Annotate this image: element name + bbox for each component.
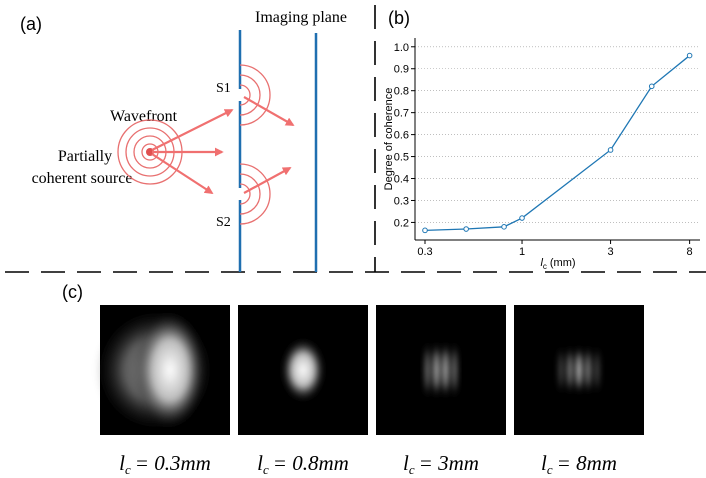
image-label: lc = 3mm [403, 451, 479, 477]
fringes [95, 308, 215, 432]
fringe [281, 338, 325, 402]
point [501, 224, 507, 230]
label-symbol: l [541, 451, 547, 475]
arrow [151, 109, 234, 151]
fringe [593, 344, 601, 396]
x-tick-label: 0.3 [417, 246, 432, 258]
y-tick-label: 0.6 [394, 130, 409, 142]
point [519, 215, 525, 221]
x-label-subscript: c [543, 262, 547, 271]
y-tick-label: 0.9 [394, 64, 409, 76]
y-tick-label: 0.3 [394, 195, 409, 207]
arrow [243, 96, 295, 126]
label-text: = 0.3mm [135, 451, 211, 475]
fringe-image [95, 305, 230, 435]
panel-label: (c) [62, 282, 83, 302]
fringes [281, 338, 325, 402]
slit-label: S1 [216, 81, 231, 96]
fringe [566, 344, 574, 396]
source-label: Partially [58, 148, 112, 165]
label-subscript: c [409, 462, 415, 477]
image-background [376, 305, 506, 435]
point [648, 83, 655, 90]
fringe-image [514, 305, 644, 435]
fringe [584, 344, 592, 396]
fringe [432, 340, 441, 400]
imaging-plane-label: Imaging plane [255, 9, 347, 26]
image-label: lc = 0.8mm [257, 451, 349, 477]
point [463, 226, 469, 232]
y-tick-label: 0.4 [394, 174, 409, 186]
x-label-symbol: l [540, 257, 543, 269]
y-tick-label: 0.5 [394, 152, 409, 164]
label-symbol: l [403, 451, 409, 475]
y-tick-label: 1.0 [394, 42, 409, 54]
fringes [423, 340, 459, 400]
label-text: = 8mm [557, 451, 617, 475]
label-symbol: l [257, 451, 263, 475]
x-label-text: (mm) [550, 257, 576, 269]
image-label: lc = 8mm [541, 451, 617, 477]
point [607, 147, 614, 153]
x-tick-label: 3 [608, 246, 614, 258]
panel-label: (a) [20, 14, 42, 34]
source-label: coherent source [32, 170, 133, 187]
image-label: lc = 0.3mm [119, 451, 211, 477]
fringes [557, 344, 601, 396]
fringe [423, 340, 432, 400]
fringe [441, 340, 450, 400]
label-subscript: c [547, 462, 553, 477]
point [686, 52, 693, 59]
y-tick-label: 0.2 [394, 217, 409, 229]
arrow [243, 167, 292, 194]
y-tick-label: 0.8 [394, 86, 409, 98]
y-tick-label: 0.7 [394, 108, 409, 120]
fringe-image [238, 305, 368, 435]
x-axis-label: lc (mm) [540, 257, 575, 271]
series-line [424, 55, 691, 231]
point [422, 227, 428, 234]
slit-waves [239, 64, 271, 225]
label-text: = 3mm [419, 451, 479, 475]
y-axis-label: Degree of coherence [383, 88, 395, 191]
x-tick-label: 8 [687, 246, 693, 258]
fringe [450, 340, 459, 400]
panel-label: (b) [388, 8, 410, 28]
slit-label: S2 [216, 215, 231, 230]
label-text: = 0.8mm [273, 451, 349, 475]
wavefront-label: Wavefront [110, 108, 178, 125]
label-subscript: c [125, 462, 131, 477]
fringe [575, 344, 583, 396]
arrow [151, 153, 214, 194]
fringe [134, 310, 206, 430]
x-tick-label: 1 [519, 246, 525, 258]
label-subscript: c [263, 462, 269, 477]
fringe [557, 344, 565, 396]
fringe-image [376, 305, 506, 435]
label-symbol: l [119, 451, 125, 475]
